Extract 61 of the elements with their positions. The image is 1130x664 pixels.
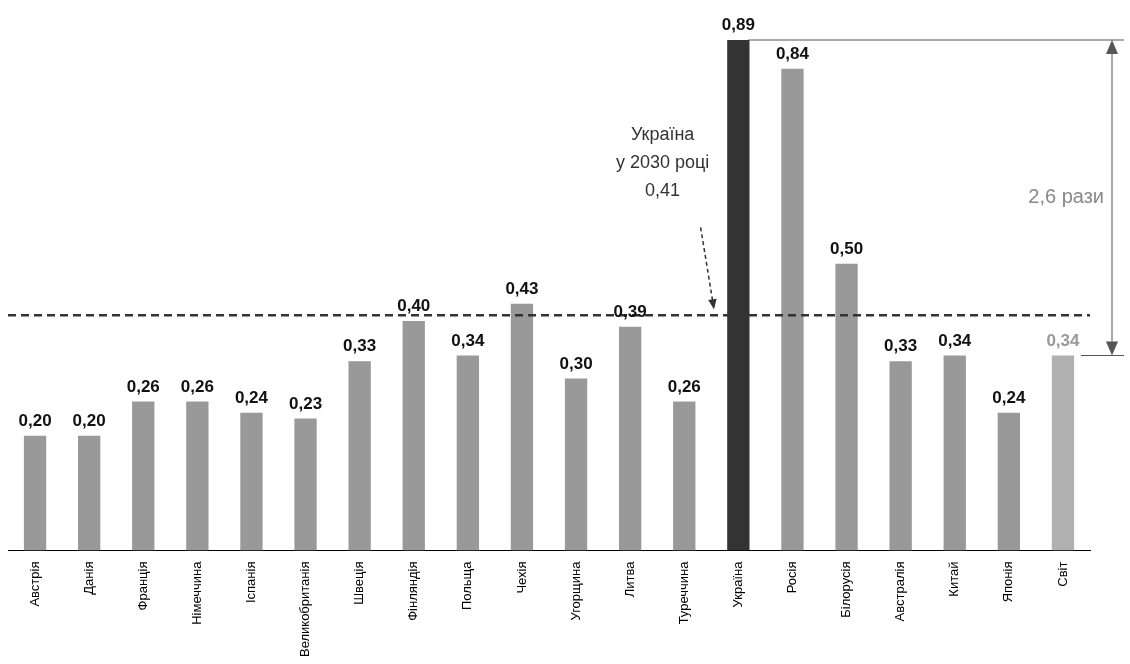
bar: [510, 303, 534, 551]
x-tick-label: Великобританія: [297, 561, 313, 658]
data-label: 0,20: [18, 411, 52, 430]
bar: [186, 401, 209, 551]
x-tick-label: Німеччина: [188, 560, 204, 625]
bar: [835, 263, 858, 551]
data-label: 0,20: [72, 411, 106, 430]
data-label: 0,39: [613, 302, 647, 322]
data-label: 0,34: [1046, 330, 1081, 350]
data-label: 0,40: [397, 296, 431, 316]
bar: [456, 355, 480, 551]
x-tick-label: Росія: [784, 561, 800, 594]
bar: [618, 326, 642, 551]
data-label: 0,24: [234, 388, 269, 408]
bar: [943, 355, 966, 551]
bar: [889, 361, 912, 551]
bar: [673, 401, 696, 551]
data-label: 0,33: [884, 336, 918, 356]
data-label: 0,26: [667, 376, 701, 396]
bar: [1051, 355, 1075, 551]
data-label: 0,89: [721, 15, 755, 35]
bar: [132, 401, 155, 551]
data-label: 0,84: [775, 43, 810, 63]
bar: [240, 412, 263, 551]
bar: [77, 435, 101, 551]
x-tick-label: Польща: [459, 560, 475, 611]
data-label: 0,24: [992, 388, 1026, 408]
bar: [997, 412, 1021, 551]
ref-line-label: Україна у 2030 році 0,41: [615, 124, 710, 201]
x-tick-label: Австрія: [26, 561, 42, 607]
x-tick-label: Литва: [621, 560, 637, 598]
x-tick-label: Франція: [134, 561, 150, 611]
bar: [23, 435, 47, 551]
x-tick-label: Японія: [1000, 561, 1016, 603]
data-label: 0,34: [451, 330, 485, 350]
data-label: 0,26: [126, 376, 160, 396]
x-tick-label: Туреччина: [675, 560, 691, 625]
x-tick-label: Китай: [946, 561, 962, 597]
annotation: 2,6 рази: [1028, 185, 1104, 208]
bar: [348, 361, 371, 551]
x-tick-label: Чехія: [513, 561, 529, 594]
x-tick-label: Швеція: [351, 561, 367, 605]
bar: [564, 378, 588, 551]
bar: [294, 418, 317, 551]
x-tick-label: Світ: [1054, 561, 1070, 587]
x-tick-label: Угорщина: [567, 560, 583, 621]
data-label: 0,33: [343, 336, 377, 356]
bar: [781, 68, 804, 551]
data-label: 0,26: [180, 376, 214, 396]
x-tick-label: Австралія: [892, 561, 908, 622]
data-label: 0,50: [830, 238, 864, 258]
x-tick-label: Україна: [729, 560, 745, 608]
x-tick-label: Білорусія: [838, 561, 854, 618]
data-label: 0,30: [559, 353, 593, 373]
x-tick-label: Данія: [80, 561, 96, 595]
data-label: 0,23: [289, 393, 323, 413]
x-tick-label: Іспанія: [243, 561, 259, 604]
x-tick-label: Фінляндія: [405, 561, 421, 621]
bar: [402, 321, 425, 551]
data-label: 0,43: [505, 279, 539, 299]
data-label: 0,34: [938, 330, 972, 350]
